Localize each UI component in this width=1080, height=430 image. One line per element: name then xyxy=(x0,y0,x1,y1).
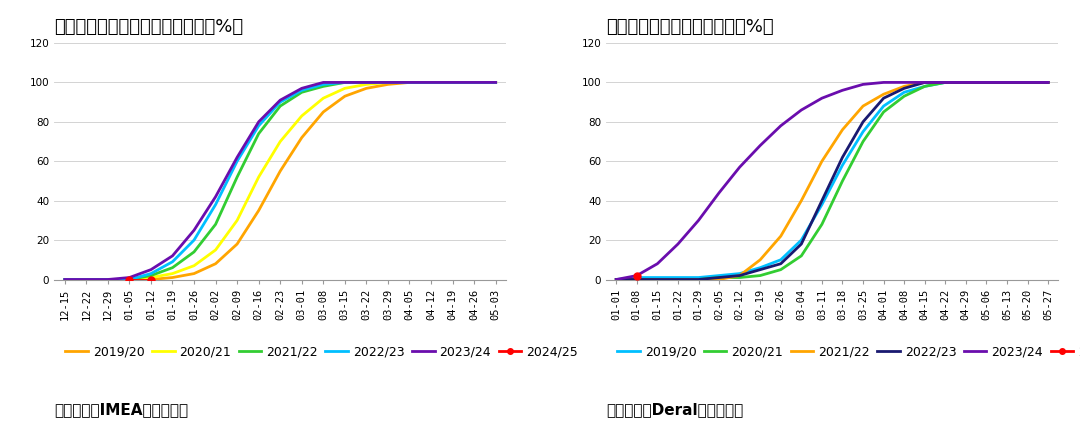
Text: 图：帕拉纳州大豆收割进度（%）: 图：帕拉纳州大豆收割进度（%） xyxy=(606,18,773,36)
Text: 数据来源：Deral，国富期货: 数据来源：Deral，国富期货 xyxy=(606,402,743,418)
Text: 图：马托格罗索州大豆收割进度（%）: 图：马托格罗索州大豆收割进度（%） xyxy=(54,18,243,36)
Text: 数据来源：IMEA，国富期货: 数据来源：IMEA，国富期货 xyxy=(54,402,188,418)
Legend: 2019/20, 2020/21, 2021/22, 2022/23, 2023/24, 2024/25: 2019/20, 2020/21, 2021/22, 2022/23, 2023… xyxy=(612,340,1080,363)
Legend: 2019/20, 2020/21, 2021/22, 2022/23, 2023/24, 2024/25: 2019/20, 2020/21, 2021/22, 2022/23, 2023… xyxy=(60,340,583,363)
